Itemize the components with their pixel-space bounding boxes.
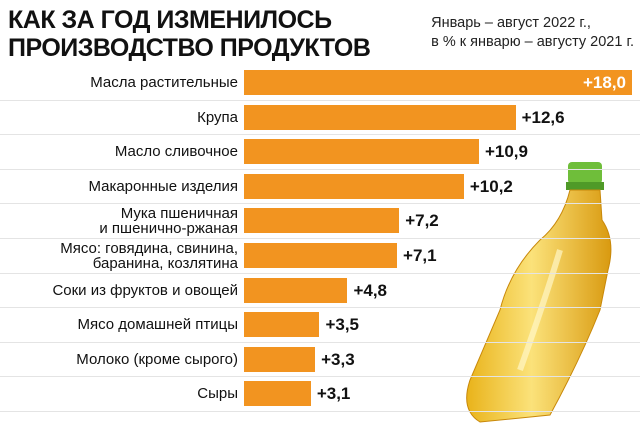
bar [244, 70, 632, 95]
row-separator [0, 238, 640, 239]
row-separator [0, 203, 640, 205]
bottle-illustration [466, 162, 612, 423]
category-label: Мясо: говядина, свинина, баранина, козля… [60, 239, 238, 272]
row-separator [0, 168, 640, 170]
row-separator [0, 307, 640, 309]
value-label: +10,9 [484, 142, 528, 162]
bar [244, 243, 398, 268]
chart-title: КАК ЗА ГОД ИЗМЕНИЛОСЬ ПРОИЗВОДСТВО ПРОДУ… [8, 6, 371, 62]
value-label: +12,6 [521, 107, 565, 127]
value-label: +7,2 [405, 211, 439, 231]
value-label: +3,3 [321, 349, 355, 369]
value-label: +3,1 [316, 384, 351, 404]
bar [244, 173, 464, 199]
value-label: +18,0 [582, 73, 626, 92]
category-label: Мясо домашней птицы [77, 316, 239, 334]
bar [244, 312, 320, 338]
value-label: +4,8 [353, 280, 388, 300]
row-separator [0, 411, 640, 412]
bar [244, 346, 316, 372]
category-label: Сыры [197, 385, 238, 403]
category-label: Масло сливочное [114, 143, 238, 161]
bar [244, 381, 311, 407]
bar [244, 104, 516, 130]
value-label: +7,1 [403, 246, 437, 265]
category-label: Крупа [197, 108, 238, 126]
category-label: Масла растительные [90, 74, 238, 91]
value-label: +10,2 [469, 176, 513, 196]
category-label: Мука пшеничная и пшенично-ржаная [99, 204, 238, 237]
row-separator [0, 272, 640, 274]
bar [244, 208, 400, 234]
value-label: +3,5 [325, 315, 359, 335]
category-label: Молоко (кроме сырого) [76, 350, 238, 368]
row-separator [0, 99, 640, 101]
row-separator [0, 376, 640, 378]
row-separator [0, 341, 640, 343]
category-label: Соки из фруктов и овощей [52, 281, 238, 299]
category-label: Макаронные изделия [88, 177, 238, 195]
bar [244, 277, 348, 303]
bar [244, 139, 479, 165]
row-separator [0, 134, 640, 136]
chart-subtitle: Январь – август 2022 г., в % к январю – … [431, 15, 634, 50]
